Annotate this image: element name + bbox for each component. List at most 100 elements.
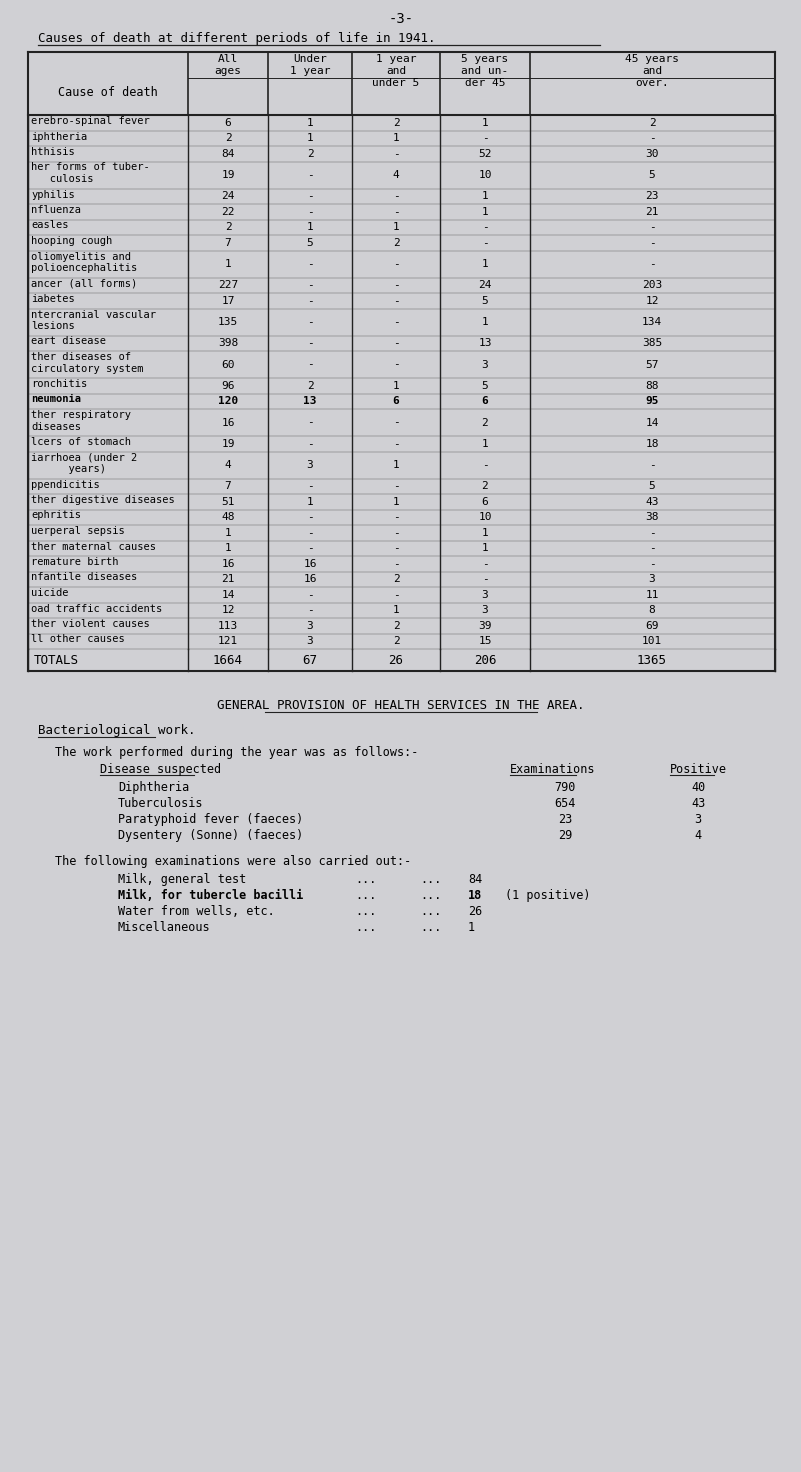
- Text: -: -: [392, 512, 400, 523]
- Text: 2: 2: [392, 238, 400, 247]
- Text: 1: 1: [224, 528, 231, 537]
- Text: ther maternal causes: ther maternal causes: [31, 542, 156, 552]
- Text: -: -: [392, 481, 400, 492]
- Text: ppendicitis: ppendicitis: [31, 480, 100, 490]
- Text: 1365: 1365: [637, 654, 667, 667]
- Text: 206: 206: [473, 654, 497, 667]
- Text: 60: 60: [221, 359, 235, 369]
- Text: 2: 2: [392, 118, 400, 128]
- Text: -: -: [392, 439, 400, 449]
- Text: 16: 16: [304, 559, 316, 568]
- Text: -: -: [392, 528, 400, 537]
- Text: -: -: [307, 316, 313, 327]
- Text: -: -: [392, 259, 400, 269]
- Text: 385: 385: [642, 339, 662, 349]
- Text: Causes of death at different periods of life in 1941.: Causes of death at different periods of …: [38, 32, 436, 46]
- Text: (1 positive): (1 positive): [505, 889, 590, 902]
- Text: -: -: [481, 238, 489, 247]
- Text: iphtheria: iphtheria: [31, 131, 87, 141]
- Text: 4: 4: [392, 169, 400, 180]
- Text: Under
1 year: Under 1 year: [290, 54, 330, 77]
- Text: 43: 43: [691, 796, 705, 810]
- Text: The following examinations were also carried out:-: The following examinations were also car…: [55, 855, 411, 868]
- Text: 21: 21: [646, 206, 658, 216]
- Text: 121: 121: [218, 636, 238, 646]
- Text: 23: 23: [646, 191, 658, 202]
- Text: 17: 17: [221, 296, 235, 306]
- Text: -: -: [481, 134, 489, 143]
- Text: lcers of stomach: lcers of stomach: [31, 437, 131, 447]
- Text: 16: 16: [304, 574, 316, 584]
- Text: 16: 16: [221, 559, 235, 568]
- Text: Miscellaneous: Miscellaneous: [118, 921, 211, 935]
- Text: 24: 24: [221, 191, 235, 202]
- Text: 1 year
and
under 5: 1 year and under 5: [372, 54, 420, 88]
- Text: 84: 84: [468, 873, 482, 886]
- Text: 2: 2: [392, 574, 400, 584]
- Text: -: -: [649, 543, 655, 553]
- Text: uerperal sepsis: uerperal sepsis: [31, 526, 125, 536]
- Text: 5: 5: [649, 481, 655, 492]
- Text: -: -: [392, 191, 400, 202]
- Text: -: -: [481, 459, 489, 470]
- Text: -: -: [649, 238, 655, 247]
- Text: -: -: [392, 559, 400, 568]
- Text: 113: 113: [218, 621, 238, 630]
- Text: 1: 1: [307, 134, 313, 143]
- Text: 29: 29: [557, 829, 572, 842]
- Text: 227: 227: [218, 280, 238, 290]
- Text: 7: 7: [224, 481, 231, 492]
- Text: Cause of death: Cause of death: [58, 85, 158, 99]
- Text: 5: 5: [481, 296, 489, 306]
- Text: 1: 1: [392, 222, 400, 233]
- Text: The work performed during the year was as follows:-: The work performed during the year was a…: [55, 746, 418, 760]
- Text: -: -: [649, 559, 655, 568]
- Text: ...: ...: [420, 905, 441, 919]
- Text: 7: 7: [224, 238, 231, 247]
- Text: 1: 1: [481, 316, 489, 327]
- Text: 1: 1: [468, 921, 475, 935]
- Text: 1: 1: [481, 259, 489, 269]
- Text: 1: 1: [481, 543, 489, 553]
- Text: 2: 2: [224, 222, 231, 233]
- Text: ronchitis: ronchitis: [31, 378, 87, 389]
- Text: ...: ...: [355, 873, 376, 886]
- Text: 43: 43: [646, 496, 658, 506]
- Text: Positive: Positive: [670, 762, 727, 776]
- Text: 3: 3: [307, 459, 313, 470]
- Text: 3: 3: [481, 359, 489, 369]
- Text: -: -: [307, 439, 313, 449]
- Text: 39: 39: [478, 621, 492, 630]
- Text: 6: 6: [392, 396, 400, 406]
- Text: 2: 2: [307, 381, 313, 390]
- Text: neumonia: neumonia: [31, 394, 81, 405]
- Text: 24: 24: [478, 280, 492, 290]
- Text: -: -: [307, 169, 313, 180]
- Text: 3: 3: [481, 590, 489, 599]
- Text: -: -: [481, 574, 489, 584]
- Text: -: -: [649, 259, 655, 269]
- Text: erebro-spinal fever: erebro-spinal fever: [31, 116, 150, 127]
- Text: 2: 2: [649, 118, 655, 128]
- Text: 18: 18: [468, 889, 482, 902]
- Text: 84: 84: [221, 149, 235, 159]
- Text: 52: 52: [478, 149, 492, 159]
- Text: 38: 38: [646, 512, 658, 523]
- Text: ephritis: ephritis: [31, 511, 81, 521]
- Text: 1: 1: [392, 381, 400, 390]
- Text: oad traffic accidents: oad traffic accidents: [31, 604, 163, 614]
- Text: ...: ...: [355, 921, 376, 935]
- Text: 1: 1: [481, 528, 489, 537]
- Text: 12: 12: [221, 605, 235, 615]
- Text: nfantile diseases: nfantile diseases: [31, 573, 137, 583]
- Text: -: -: [649, 459, 655, 470]
- Text: 15: 15: [478, 636, 492, 646]
- Text: 3: 3: [307, 621, 313, 630]
- Text: -: -: [649, 222, 655, 233]
- Text: -: -: [307, 543, 313, 553]
- Text: -: -: [392, 280, 400, 290]
- Text: 14: 14: [221, 590, 235, 599]
- Text: ...: ...: [355, 889, 376, 902]
- Text: 654: 654: [554, 796, 576, 810]
- Text: 5: 5: [481, 381, 489, 390]
